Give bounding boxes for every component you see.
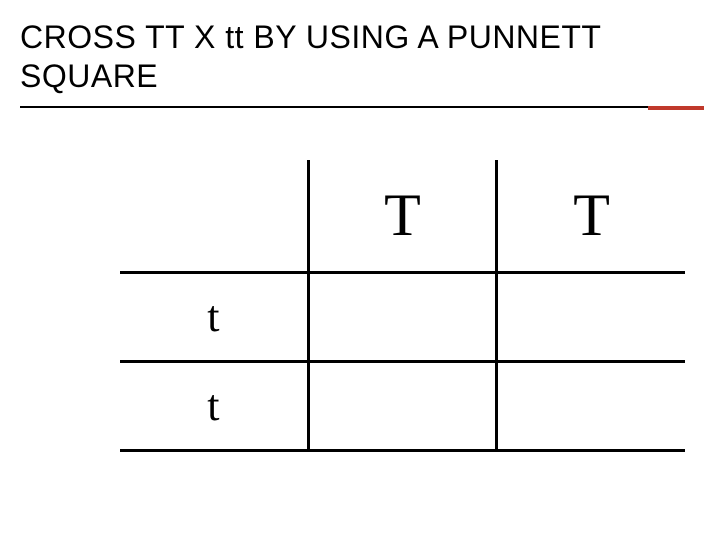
corner-cell — [120, 160, 308, 272]
punnett-square: T T t t — [120, 160, 685, 450]
cell-1-2 — [497, 272, 685, 361]
cell-2-2 — [497, 361, 685, 450]
row-header-2: t — [120, 361, 308, 450]
page-title: CROSS TT X tt BY USING A PUNNETT SQUARE — [20, 18, 704, 106]
cell-1-1 — [308, 272, 496, 361]
col-header-2: T — [497, 160, 685, 272]
row-header-1: t — [120, 272, 308, 361]
table-row: t — [120, 272, 685, 361]
column-header-row: T T — [120, 160, 685, 272]
cell-2-1 — [308, 361, 496, 450]
col-header-1: T — [308, 160, 496, 272]
title-bar: CROSS TT X tt BY USING A PUNNETT SQUARE — [20, 18, 704, 108]
table-row: t — [120, 361, 685, 450]
punnett-table: T T t t — [120, 160, 685, 452]
